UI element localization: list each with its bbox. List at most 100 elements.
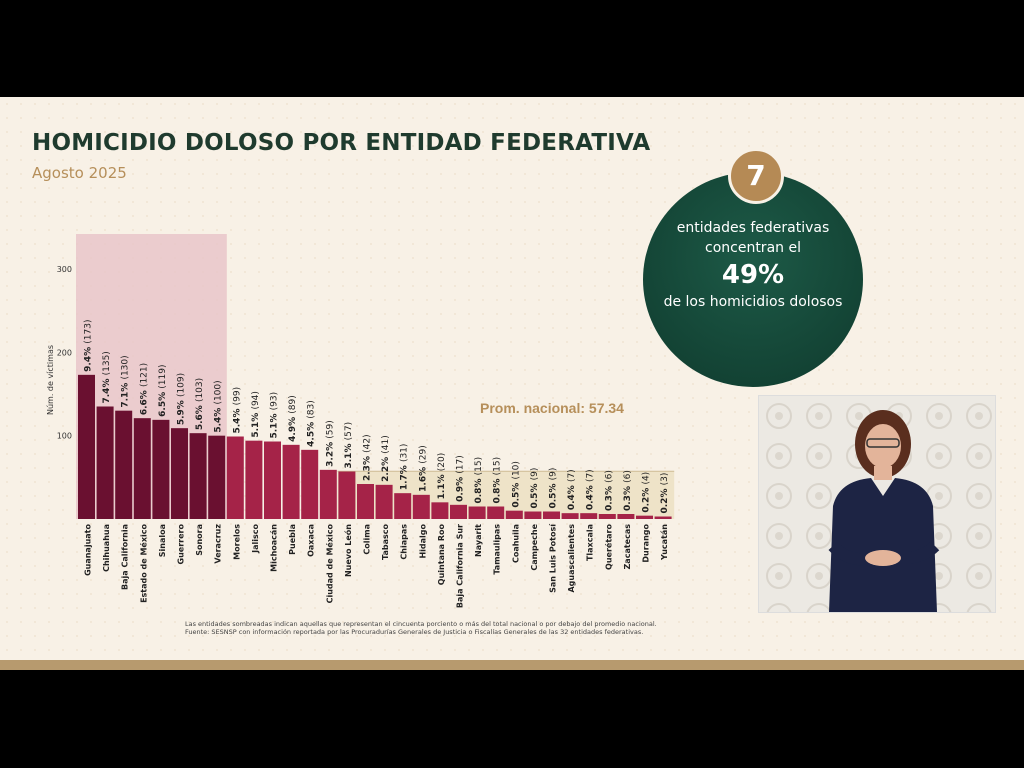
bar bbox=[598, 514, 616, 519]
x-category-label: Campeche bbox=[530, 523, 539, 570]
bar-value-label: 0.5% (9) bbox=[530, 468, 540, 509]
bar bbox=[580, 513, 598, 519]
x-category-label: Estado de México bbox=[138, 523, 148, 602]
footnote-source: Fuente: SESNSP con información reportada… bbox=[185, 628, 644, 636]
bar-count-label: (109) bbox=[177, 373, 187, 397]
bar bbox=[487, 506, 505, 519]
bar bbox=[319, 469, 337, 519]
bar-count-label: (3) bbox=[660, 473, 670, 486]
bar bbox=[394, 493, 412, 519]
x-category-label: Baja California bbox=[121, 524, 130, 590]
x-category-label: Chiapas bbox=[400, 524, 409, 560]
bar-count-label: (31) bbox=[400, 444, 410, 462]
x-category-label: Querétaro bbox=[603, 524, 613, 570]
x-category-label: Quintana Roo bbox=[437, 523, 446, 585]
bar-value-label: 7.1% (130) bbox=[121, 355, 131, 407]
bar bbox=[561, 513, 579, 519]
bar-count-label: (7) bbox=[567, 469, 577, 482]
bar-value-label: 0.2% (4) bbox=[642, 472, 652, 513]
bar bbox=[450, 504, 467, 519]
bar bbox=[524, 511, 542, 519]
bar-percent-label: 0.2% bbox=[642, 485, 652, 513]
bar-value-label: 9.4% (173) bbox=[84, 320, 94, 372]
bar-value-label: 5.6% (103) bbox=[195, 378, 205, 430]
bar-percent-label: 7.4% bbox=[102, 375, 112, 403]
bar-value-label: 7.4% (135) bbox=[102, 351, 112, 403]
x-category-label: Veracruz bbox=[214, 524, 223, 564]
x-category-label: Sonora bbox=[195, 524, 204, 556]
bar-value-label: 0.2% (3) bbox=[660, 473, 670, 514]
summary-count-badge: 7 bbox=[728, 148, 784, 204]
y-tick-label: 100 bbox=[57, 432, 72, 441]
bar-value-label: 5.9% (109) bbox=[177, 373, 187, 425]
bar-value-label: 3.1% (57) bbox=[344, 422, 354, 469]
x-category-label: Chihuahua bbox=[102, 524, 111, 572]
average-label: Prom. nacional: 57.34 bbox=[480, 400, 624, 416]
footnote-shading: Las entidades sombreadas indican aquella… bbox=[185, 620, 657, 628]
y-tick-label: 300 bbox=[57, 265, 72, 274]
bar-percent-label: 0.8% bbox=[474, 475, 484, 503]
bar-percent-label: 0.5% bbox=[530, 480, 540, 508]
bar bbox=[505, 510, 523, 519]
bar-value-label: 0.3% (6) bbox=[604, 470, 614, 511]
bar-count-label: (119) bbox=[158, 365, 168, 389]
bar bbox=[468, 506, 486, 519]
bar-count-label: (83) bbox=[307, 400, 317, 418]
bar-value-label: 4.5% (83) bbox=[307, 400, 317, 447]
bar-percent-label: 0.5% bbox=[549, 480, 559, 508]
x-category-label: San Luis Potosí bbox=[549, 523, 558, 593]
bar-percent-label: 0.4% bbox=[567, 482, 577, 510]
bar-value-label: 0.8% (15) bbox=[474, 457, 484, 504]
bar-value-label: 1.1% (20) bbox=[437, 453, 447, 500]
bar-count-label: (59) bbox=[325, 420, 335, 438]
bar-count-label: (9) bbox=[530, 468, 540, 481]
sign-language-interpreter-video bbox=[758, 395, 996, 613]
bar-value-label: 0.5% (9) bbox=[549, 468, 559, 509]
bar bbox=[264, 441, 281, 519]
x-category-label: Colima bbox=[363, 524, 372, 555]
bar-percent-label: 3.1% bbox=[344, 440, 354, 468]
bar bbox=[431, 502, 449, 519]
bar-value-label: 1.7% (31) bbox=[400, 444, 410, 491]
bar-percent-label: 5.9% bbox=[177, 397, 187, 425]
bar bbox=[226, 436, 244, 519]
bar bbox=[171, 428, 188, 519]
bar-percent-label: 0.3% bbox=[604, 483, 614, 511]
bar-value-label: 2.2% (41) bbox=[381, 435, 391, 482]
x-category-label: Ciudad de México bbox=[324, 524, 334, 604]
bar bbox=[96, 406, 114, 519]
x-category-label: Tlaxcala bbox=[586, 524, 595, 561]
bar-value-label: 2.3% (42) bbox=[363, 434, 373, 481]
bar bbox=[133, 418, 151, 519]
bar-count-label: (29) bbox=[418, 445, 428, 463]
page-title: HOMICIDIO DOLOSO POR ENTIDAD FEDERATIVA bbox=[32, 130, 651, 156]
bar-value-label: 0.4% (7) bbox=[567, 469, 577, 510]
bar-count-label: (15) bbox=[474, 457, 484, 475]
bar-value-label: 0.3% (6) bbox=[623, 470, 633, 511]
bar bbox=[282, 444, 300, 519]
x-category-label: Guanajuato bbox=[84, 524, 93, 576]
bar-percent-label: 7.1% bbox=[121, 380, 131, 408]
bar-count-label: (4) bbox=[642, 472, 652, 485]
x-category-label: Baja California Sur bbox=[456, 524, 465, 608]
bar-count-label: (93) bbox=[270, 392, 280, 410]
bar-value-label: 6.5% (119) bbox=[158, 365, 168, 417]
bar-percent-label: 1.7% bbox=[400, 462, 410, 490]
x-category-label: Sinaloa bbox=[158, 524, 167, 557]
bar-value-label: 0.4% (7) bbox=[586, 469, 596, 510]
bar-percent-label: 4.9% bbox=[288, 414, 298, 442]
bar-value-label: 5.1% (94) bbox=[251, 391, 261, 438]
bar-value-label: 1.6% (29) bbox=[418, 445, 428, 492]
x-category-label: Jalisco bbox=[251, 523, 260, 553]
bar-percent-label: 9.4% bbox=[84, 344, 94, 372]
bar-value-label: 4.9% (89) bbox=[288, 395, 298, 442]
x-category-label: Aguascalientes bbox=[567, 524, 576, 593]
bar-percent-label: 6.6% bbox=[139, 387, 149, 415]
bar-count-label: (135) bbox=[102, 351, 112, 375]
summary-line3: de los homicidios dolosos bbox=[663, 294, 843, 310]
bar bbox=[208, 435, 226, 519]
x-category-label: Oaxaca bbox=[307, 524, 316, 557]
bar-count-label: (41) bbox=[381, 435, 391, 453]
bar bbox=[636, 515, 653, 519]
x-category-label: Coahuila bbox=[511, 524, 520, 563]
